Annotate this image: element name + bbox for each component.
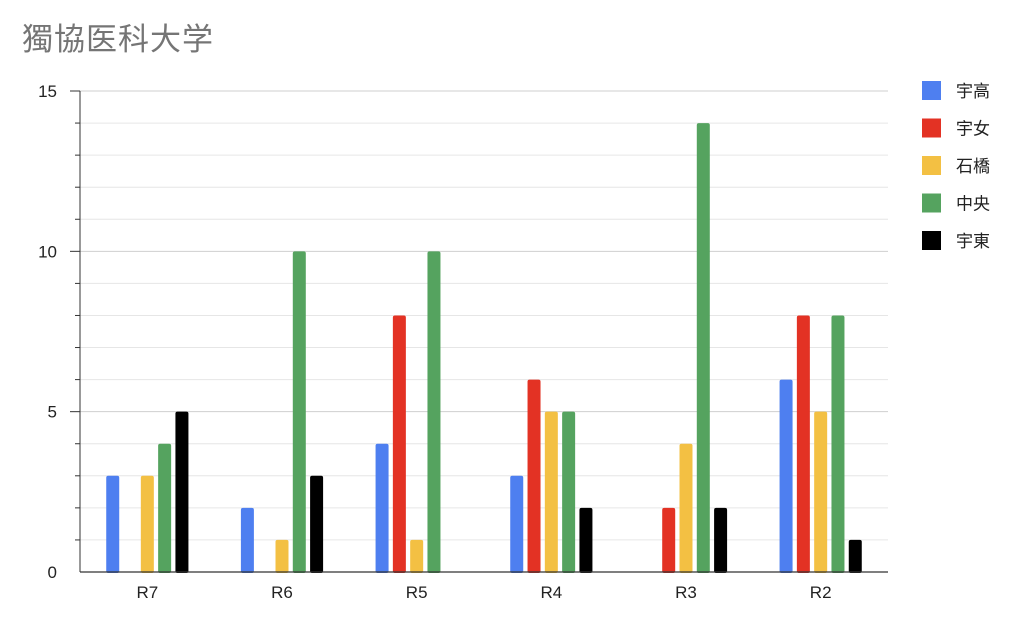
bar-宇女-R4 — [527, 379, 541, 573]
bar-宇高-R4 — [510, 475, 524, 573]
y-tick-label: 15 — [38, 82, 57, 101]
bar-宇女-R5 — [392, 315, 406, 573]
bar-石橋-R3 — [679, 443, 693, 573]
y-tick-label: 5 — [48, 403, 57, 422]
legend-label: 宇女 — [956, 120, 990, 140]
bar-中央-R5 — [427, 251, 441, 574]
bars — [106, 123, 862, 574]
legend-swatch — [922, 231, 941, 250]
axes: 0 5 10 15 R7 R6 R5 R4 R3 R2 — [38, 82, 888, 602]
x-tick-label: R6 — [271, 583, 293, 602]
legend-swatch — [922, 156, 941, 175]
bar-石橋-R5 — [410, 539, 424, 573]
bar-石橋-R7 — [140, 475, 154, 573]
bar-宇高-R5 — [375, 443, 389, 573]
legend-swatch — [922, 81, 941, 100]
bar-中央-R7 — [158, 443, 172, 573]
legend-label: 宇東 — [956, 232, 990, 252]
bar-中央-R3 — [696, 123, 710, 574]
x-tick-label: R7 — [136, 583, 158, 602]
chart-title: 獨協医科大学 — [22, 22, 214, 58]
legend-label: 中央 — [956, 195, 990, 215]
bar-宇女-R2 — [796, 315, 810, 573]
bar-中央-R2 — [831, 315, 845, 573]
bar-宇東-R2 — [848, 539, 862, 573]
gridlines — [80, 90, 888, 541]
bar-宇東-R3 — [714, 507, 728, 573]
bar-宇東-R7 — [175, 411, 189, 573]
x-tick-label: R5 — [406, 583, 428, 602]
bar-宇高-R7 — [106, 475, 120, 573]
bar-石橋-R2 — [814, 411, 828, 573]
legend-label: 石橋 — [956, 157, 990, 177]
bar-宇高-R2 — [779, 379, 793, 573]
legend-swatch — [922, 193, 941, 213]
bar-中央-R6 — [292, 251, 306, 574]
bar-中央-R4 — [562, 411, 576, 573]
bar-宇女-R3 — [662, 507, 676, 573]
x-tick-label: R2 — [810, 583, 832, 602]
legend-swatch — [922, 118, 941, 138]
bar-宇東-R6 — [310, 475, 324, 573]
y-tick-label: 10 — [38, 242, 57, 261]
x-tick-label: R4 — [540, 583, 562, 602]
bar-石橋-R4 — [544, 411, 558, 573]
bar-宇東-R4 — [579, 507, 593, 573]
bar-石橋-R6 — [275, 539, 289, 573]
x-tick-label: R3 — [675, 583, 697, 602]
legend-label: 宇高 — [956, 82, 990, 102]
y-tick-label: 0 — [48, 563, 57, 582]
bar-宇高-R6 — [240, 507, 254, 573]
